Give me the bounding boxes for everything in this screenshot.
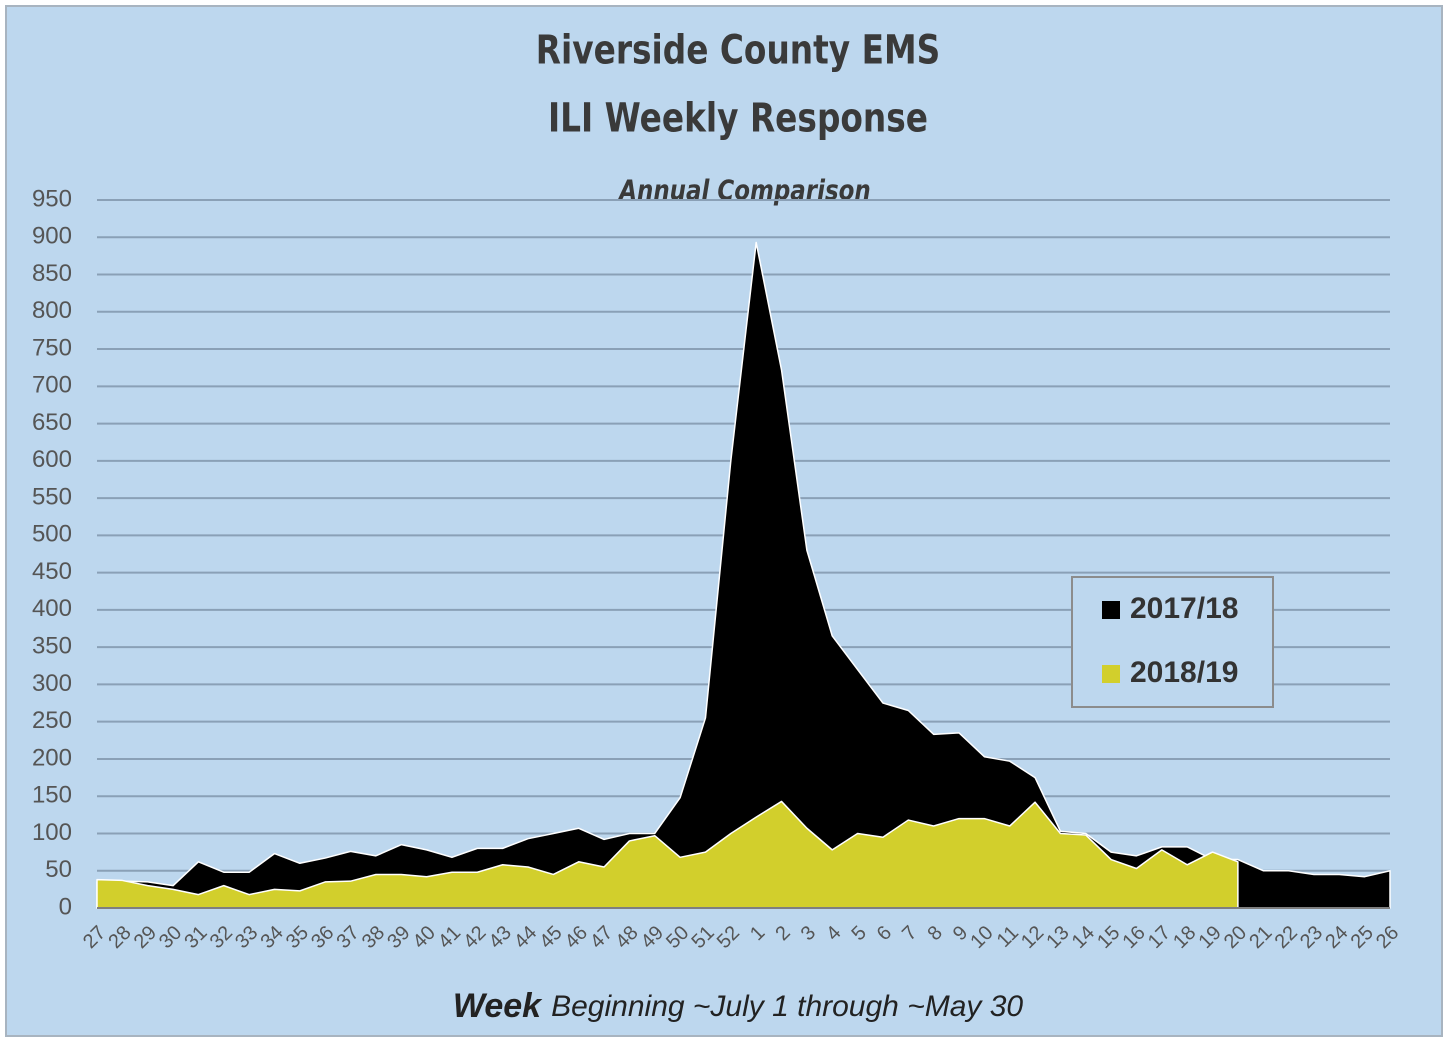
x-axis-title: Week Beginning ~July 1 through ~May 30 xyxy=(453,987,1024,1025)
area xyxy=(96,800,1239,909)
x-axis-title-note: Beginning ~July 1 through ~May 30 xyxy=(551,990,1023,1023)
y-tick-label: 250 xyxy=(32,707,72,734)
legend-swatch xyxy=(1102,601,1120,619)
y-tick-label: 700 xyxy=(32,372,72,399)
y-tick-label: 300 xyxy=(32,670,72,697)
y-tick-label: 50 xyxy=(45,856,72,883)
chart-subtitle: Annual Comparison xyxy=(617,175,870,208)
y-tick-label: 550 xyxy=(32,483,72,510)
y-tick-label: 650 xyxy=(32,409,72,436)
y-tick-label: 100 xyxy=(32,819,72,846)
legend-swatch xyxy=(1102,665,1120,683)
y-tick-label: 450 xyxy=(32,558,72,585)
y-tick-label: 400 xyxy=(32,595,72,622)
chart-title: ILI Weekly Response xyxy=(548,94,928,141)
chart-title: Riverside County EMS xyxy=(536,26,941,73)
y-tick-label: 800 xyxy=(32,297,72,324)
plot xyxy=(96,241,1391,909)
legend-label: 2018/19 xyxy=(1130,656,1238,689)
legend-box xyxy=(1071,576,1274,708)
y-tick-label: 350 xyxy=(32,633,72,660)
y-tick-label: 150 xyxy=(32,782,72,809)
y-tick-label: 850 xyxy=(32,260,72,287)
y-tick-label: 0 xyxy=(59,893,72,920)
y-tick-label: 600 xyxy=(32,446,72,473)
y-tick-label: 950 xyxy=(32,185,72,212)
legend-label: 2017/18 xyxy=(1130,592,1238,625)
legend: 2017/18 2018/19 xyxy=(1071,576,1274,708)
y-tick-label: 500 xyxy=(32,521,72,548)
y-tick-label: 200 xyxy=(32,744,72,771)
y-tick-label: 900 xyxy=(32,223,72,250)
y-tick-label: 750 xyxy=(32,334,72,361)
x-axis-title-main: Week xyxy=(453,987,543,1025)
